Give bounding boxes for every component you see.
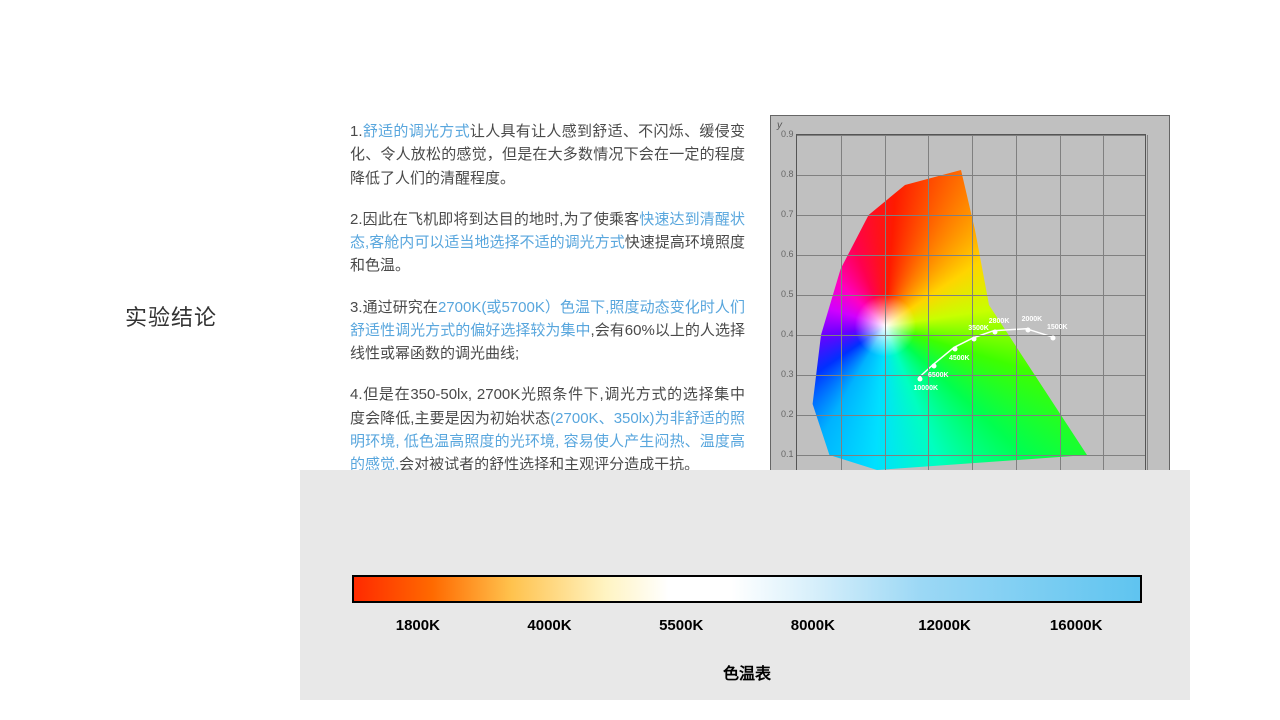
cct-tick: 16000K [1010, 617, 1142, 634]
cie-ytick: 0.8 [781, 169, 794, 179]
section-title: 实验结论 [125, 300, 217, 332]
cie-ytick: 0.7 [781, 209, 794, 219]
cct-tick: 5500K [615, 617, 747, 634]
cie-ytick: 0.3 [781, 369, 794, 379]
para-3a: 通过研究在 [363, 299, 438, 316]
cie-ytick: 0.2 [781, 409, 794, 419]
cct-tick: 4000K [484, 617, 616, 634]
cie-ytick: 0.9 [781, 129, 794, 139]
planck-point [1025, 327, 1030, 332]
cct-title: 色温表 [352, 660, 1142, 684]
planck-label: 6500K [928, 372, 949, 379]
planck-point [931, 363, 936, 368]
para-1-hl: 舒适的调光方式 [363, 123, 470, 140]
para-4-num: 4. [350, 386, 363, 403]
cie-ytick: 0.1 [781, 449, 794, 459]
cct-tick: 8000K [747, 617, 879, 634]
cie-plot-area: 10000K 6500K 4500K 3500K2800K 2000K 1500K [796, 134, 1146, 494]
para-1-num: 1. [350, 123, 363, 140]
cie-ytick: 0.4 [781, 329, 794, 339]
cie-ytick: 0.6 [781, 249, 794, 259]
cct-tick: 12000K [879, 617, 1011, 634]
cct-tick: 1800K [352, 617, 484, 634]
planck-label: 2800K [989, 318, 1010, 325]
planck-label: 10000K [914, 385, 939, 392]
cct-scale: 1800K4000K5500K8000K12000K16000K 色温表 [352, 575, 1142, 684]
para-2-num: 2. [350, 211, 363, 228]
planck-point [1050, 335, 1055, 340]
para-4: 4.但是在350-50lx, 2700K光照条件下,调光方式的选择集中度会降低,… [350, 383, 745, 476]
cct-tick-row: 1800K4000K5500K8000K12000K16000K [352, 617, 1142, 634]
para-3-num: 3. [350, 299, 363, 316]
planck-label: 2000K [1022, 316, 1043, 323]
planck-point [917, 377, 922, 382]
planck-point [952, 346, 957, 351]
planck-point [992, 329, 997, 334]
para-2: 2.因此在飞机即将到达目的地时,为了使乘客快速达到清醒状态,客舱内可以适当地选择… [350, 208, 745, 278]
cie-chromaticity-chart: 10000K6500K4500K3500K2800K2000K1500K X y… [770, 115, 1170, 515]
planck-point [972, 337, 977, 342]
cct-gradient-band [352, 575, 1142, 603]
planck-label: 3500K [968, 325, 989, 332]
para-1: 1.舒适的调光方式让人具有让人感到舒适、不闪烁、缓侵变化、令人放松的感觉，但是在… [350, 120, 745, 190]
cie-ytick: 0.5 [781, 289, 794, 299]
planck-label: 4500K [949, 355, 970, 362]
planck-label: 1500K [1047, 324, 1068, 331]
para-2a: 因此在飞机即将到达目的地时,为了使乘客 [363, 211, 640, 228]
body-text: 1.舒适的调光方式让人具有让人感到舒适、不闪烁、缓侵变化、令人放松的感觉，但是在… [350, 120, 745, 494]
para-3: 3.通过研究在2700K(或5700K）色温下,照度动态变化时人们舒适性调光方式… [350, 296, 745, 366]
